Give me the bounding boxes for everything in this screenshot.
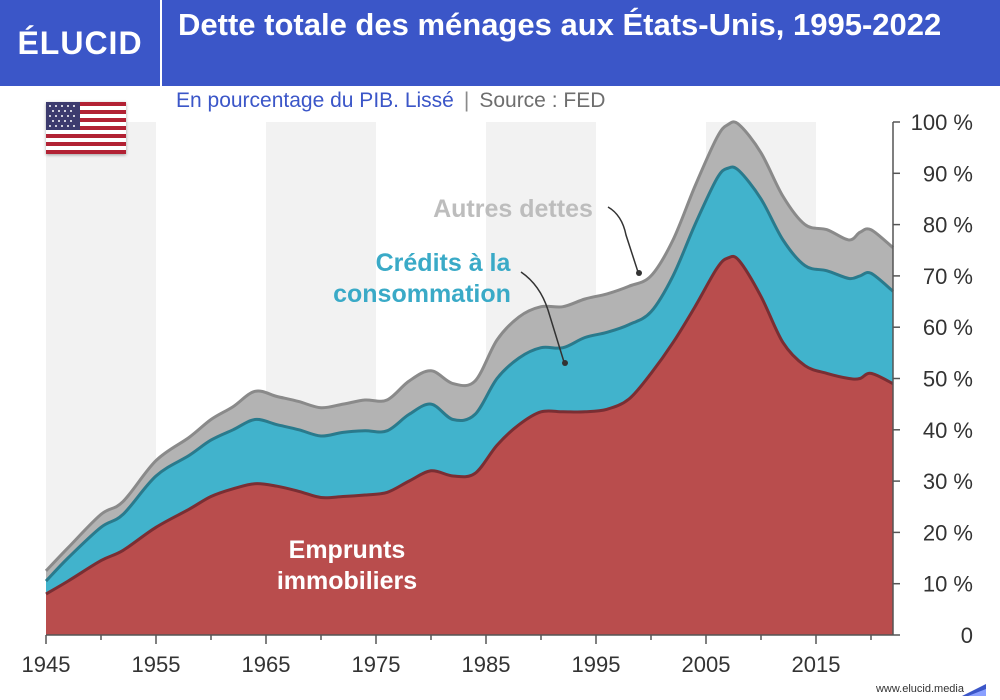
- y-tick-label: 0: [961, 623, 973, 648]
- elucid-logo[interactable]: ÉLUCID: [17, 25, 143, 61]
- elucid-mark-icon: [962, 684, 986, 696]
- x-tick-label: 1955: [132, 652, 181, 677]
- footer-credit[interactable]: www.elucid.media: [875, 683, 964, 695]
- label-credits-consommation: Crédits à la consommation: [333, 249, 511, 308]
- x-tick-label: 1975: [352, 652, 401, 677]
- y-tick-label: 30 %: [923, 469, 973, 494]
- y-tick-label: 80 %: [923, 213, 973, 238]
- y-tick-label: 10 %: [923, 572, 973, 597]
- chart-subtitle: En pourcentage du PIB. Lissé | Source : FE…: [176, 89, 605, 113]
- logo-divider: [160, 0, 162, 86]
- us-flag-icon: [46, 102, 126, 154]
- line-mortgage: [45, 254, 894, 596]
- x-tick-label: 1945: [22, 652, 71, 677]
- x-tick-label: 1995: [572, 652, 621, 677]
- y-tick-label: 60 %: [923, 315, 973, 340]
- anchor-autres-dettes: [636, 270, 642, 276]
- x-tick-label: 2015: [792, 652, 841, 677]
- header-bar: ÉLUCID Dette totale des ménages aux État…: [0, 0, 1000, 86]
- y-tick-label: 70 %: [923, 264, 973, 289]
- label-autres-dettes: Autres dettes: [433, 195, 593, 223]
- anchor-credits-consommation: [562, 360, 568, 366]
- area-mortgage: [46, 256, 893, 635]
- label-emprunts-immobiliers: Emprunts immobiliers: [277, 536, 417, 595]
- leader-autres-dettes: [607, 206, 639, 273]
- subtitle-source: Source : FED: [479, 89, 606, 112]
- subtitle-description: En pourcentage du PIB. Lissé: [176, 89, 454, 112]
- y-tick-label: 90 %: [923, 161, 973, 186]
- line-consumer-credit: [44, 165, 894, 583]
- x-tick-label: 1965: [242, 652, 291, 677]
- x-tick-label: 2005: [682, 652, 731, 677]
- y-tick-label: 20 %: [923, 520, 973, 545]
- subtitle-separator: |: [463, 89, 470, 112]
- x-tick-label: 1985: [462, 652, 511, 677]
- leader-credits-consommation: [520, 271, 565, 363]
- y-tick-label: 40 %: [923, 418, 973, 443]
- y-tick-label: 100 %: [911, 110, 973, 135]
- y-tick-label: 50 %: [923, 367, 973, 392]
- line-other-debt: [44, 120, 894, 572]
- chart-title: Dette totale des ménages aux États-Unis,…: [178, 7, 942, 42]
